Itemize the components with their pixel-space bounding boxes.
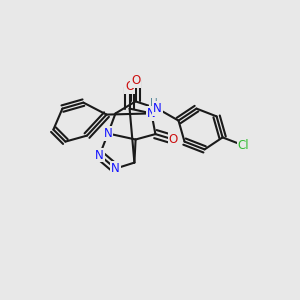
- Text: H: H: [150, 98, 158, 108]
- Text: N: N: [111, 162, 120, 175]
- Text: N: N: [147, 107, 156, 120]
- Text: N: N: [153, 102, 162, 115]
- Text: O: O: [125, 80, 134, 94]
- Text: N: N: [95, 148, 104, 162]
- Text: O: O: [131, 74, 140, 87]
- Text: N: N: [103, 127, 112, 140]
- Text: O: O: [169, 133, 178, 146]
- Text: Cl: Cl: [238, 139, 249, 152]
